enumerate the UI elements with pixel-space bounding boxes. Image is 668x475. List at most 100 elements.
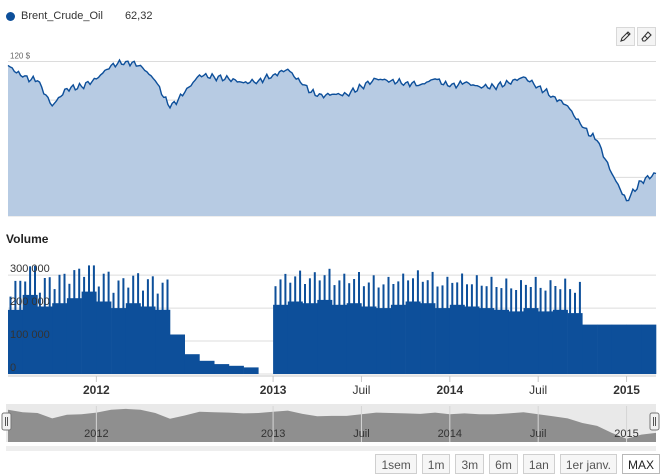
volume-spike <box>146 279 149 308</box>
volume-spike <box>333 285 336 306</box>
volume-spike <box>441 285 444 310</box>
volume-spike <box>402 273 405 306</box>
volume-spike <box>83 276 86 293</box>
volume-bar <box>37 306 53 374</box>
volume-spike <box>490 276 493 310</box>
volume-bar <box>376 308 392 374</box>
volume-bar <box>111 308 127 374</box>
volume-spike <box>362 286 365 308</box>
volume-bar <box>552 309 568 374</box>
pencil-button[interactable] <box>616 27 635 46</box>
volume-spike <box>63 273 66 305</box>
volume-bar <box>435 308 451 374</box>
volume-spike <box>294 276 297 303</box>
volume-spike <box>53 289 56 305</box>
volume-spike <box>397 281 400 306</box>
volume-spike <box>122 278 125 310</box>
scrollbar-track[interactable] <box>6 446 656 451</box>
volume-bar <box>199 360 215 374</box>
range-button-1sem[interactable]: 1sem <box>375 454 417 474</box>
volume-bar <box>66 298 82 374</box>
volume-bar <box>125 303 141 374</box>
volume-spike <box>353 279 356 305</box>
volume-spike <box>338 280 341 306</box>
volume-y-tick-label: 200 000 <box>10 296 50 308</box>
eraser-button[interactable] <box>637 27 656 46</box>
volume-spike <box>132 275 135 305</box>
volume-bar <box>405 301 421 374</box>
volume-spike <box>436 286 439 310</box>
navigator-handle-left[interactable] <box>1 412 12 431</box>
volume-spike <box>112 292 115 310</box>
volume-bar <box>81 291 97 374</box>
volume-bar <box>52 303 68 374</box>
x-tick-label: 2014 <box>436 383 463 397</box>
volume-bar <box>449 304 465 374</box>
volume-bar <box>626 324 642 374</box>
x-tick-label: Juil <box>529 383 547 397</box>
price-y-tick-label: 120 $ <box>10 52 31 61</box>
legend-marker <box>6 11 15 21</box>
volume-spike <box>574 292 576 315</box>
navigator-x-axis: 2012 2013 Juil 2014 Juil 2015 <box>84 406 639 442</box>
volume-bar <box>361 306 377 374</box>
volume-spike <box>392 284 395 306</box>
volume-spike <box>117 280 120 310</box>
range-button-3m[interactable]: 3m <box>455 454 485 474</box>
volume-spike <box>515 290 518 313</box>
volume-spike <box>451 282 454 306</box>
range-button-1an[interactable]: 1an <box>522 454 555 474</box>
volume-spike <box>475 275 478 308</box>
volume-spike <box>485 286 488 310</box>
volume-spike <box>461 273 464 306</box>
price-line <box>7 58 657 202</box>
volume-spike <box>539 287 542 313</box>
navigator-handle-right[interactable] <box>649 412 660 431</box>
volume-spike <box>456 282 459 306</box>
volume-spike <box>559 289 562 311</box>
legend[interactable]: Brent_Crude_Oil 62,32 <box>6 10 152 22</box>
volume-spike <box>14 280 17 311</box>
volume-bar <box>140 306 156 374</box>
volume-spike <box>107 271 110 303</box>
volume-spike <box>58 274 61 305</box>
volume-spike <box>127 287 130 305</box>
volume-bar <box>287 301 303 374</box>
volume-spike <box>318 280 321 301</box>
volume-y-tick-label: 0 <box>10 362 16 374</box>
range-button-ytd[interactable]: 1er janv. <box>559 454 617 474</box>
volume-bar <box>96 301 112 374</box>
volume-spike <box>92 265 95 293</box>
volume-spike <box>382 284 385 310</box>
navigator-tick-label: 2015 <box>614 428 638 440</box>
volume-spike <box>358 272 360 305</box>
volume-bar <box>597 324 613 374</box>
volume-bar <box>494 309 509 374</box>
volume-spike <box>564 278 567 311</box>
volume-bar <box>582 324 598 374</box>
volume-spike <box>78 268 81 300</box>
volume-spike <box>24 281 27 296</box>
volume-spike <box>505 278 508 311</box>
volume-bar <box>184 354 200 374</box>
volume-bar <box>332 304 347 374</box>
volume-spike <box>569 289 572 315</box>
volume-bar <box>464 306 480 374</box>
volume-bar <box>155 309 171 374</box>
range-button-max[interactable]: MAX <box>621 454 660 474</box>
volume-title: Volume <box>6 232 49 246</box>
volume-spike <box>48 277 51 308</box>
volume-bar <box>479 308 495 374</box>
volume-spike <box>446 276 449 310</box>
volume-bar <box>390 304 406 374</box>
range-button-6m[interactable]: 6m <box>489 454 518 474</box>
volume-spike <box>308 278 311 305</box>
volume-spike <box>466 284 468 308</box>
range-button-1m[interactable]: 1m <box>421 454 451 474</box>
volume-spike <box>426 280 429 305</box>
volume-spike <box>480 285 483 310</box>
volume-spike <box>29 266 32 296</box>
volume-spike <box>554 286 557 311</box>
volume-bar <box>508 311 524 374</box>
